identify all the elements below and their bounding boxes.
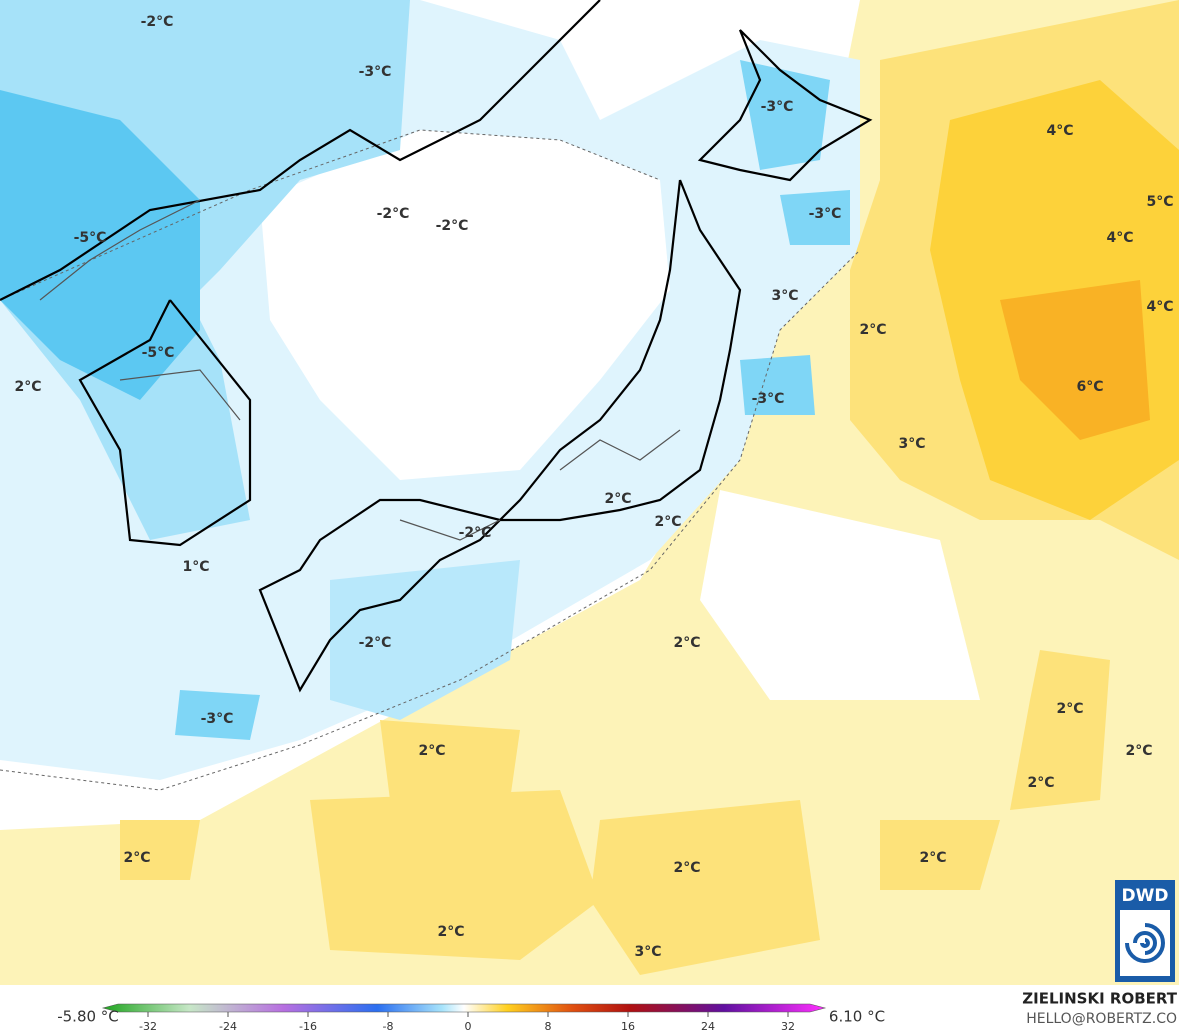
temp-label: 2°C [673,635,700,651]
cold-field [175,60,850,740]
temp-label: 6°C [1076,379,1103,395]
temp-label: 4°C [1046,123,1073,139]
colorbar-tick-label: -8 [383,1020,394,1033]
temp-label: 2°C [1027,775,1054,791]
contact: HELLO@ROBERTZ.CO [1026,1011,1177,1027]
colorbar-min: -5.80 °C [57,1008,119,1026]
temp-label: -3°C [201,711,234,727]
colorbar-tick-label: 24 [701,1020,715,1033]
warmest-field [1000,280,1150,440]
temp-label: -3°C [809,206,842,222]
temp-label: -3°C [752,391,785,407]
temp-label: 3°C [634,944,661,960]
colorbar-tick-label: -32 [139,1020,157,1033]
isotherm [0,129,861,791]
temp-label: -3°C [359,64,392,80]
neutral-field [260,130,670,480]
temp-label: 3°C [898,436,925,452]
temp-label: 2°C [919,850,946,866]
temp-label: 2°C [437,924,464,940]
temp-label: -2°C [459,525,492,541]
logo-text: DWD [1122,886,1169,906]
temp-label: 2°C [123,850,150,866]
colorbar-gradient [101,1003,827,1013]
logo: DWD [1115,880,1175,982]
colorbar-tick-label: -16 [299,1020,317,1033]
neutral-field [700,490,980,700]
cool-field [330,560,520,720]
temp-label: 1°C [182,559,209,575]
colorbar-max: 6.10 °C [829,1008,885,1026]
temp-label: 5°C [1146,194,1173,210]
temp-label: 4°C [1146,299,1173,315]
cold-field [0,90,200,400]
temp-label: 2°C [859,322,886,338]
colorbar-tick-label: 8 [545,1020,552,1033]
temp-label: 4°C [1106,230,1133,246]
temp-label: -2°C [359,635,392,651]
temp-label: -2°C [436,218,469,234]
temp-label: 2°C [654,514,681,530]
colorbar-tick-label: 0 [465,1020,472,1033]
author: ZIELINSKI ROBERT [1022,990,1177,1008]
temp-label: 2°C [673,860,700,876]
temp-label: -5°C [142,345,175,361]
coastline [0,0,873,693]
temp-label: -2°C [377,206,410,222]
temp-label: 2°C [14,379,41,395]
temp-label: -3°C [761,99,794,115]
colorbar-tick-label: 32 [781,1020,795,1033]
logo-swirl [1125,923,1165,963]
colorbar: -5.80 °C 6.10 °C -32 -24 -16 -8 0 8 16 24 32 [57,1003,885,1033]
temp-label: 2°C [1125,743,1152,759]
temp-label: 2°C [1056,701,1083,717]
colorbar-tick-label: -24 [219,1020,237,1033]
warm-field [120,650,1110,975]
colorbar-tick-label: 16 [621,1020,635,1033]
temp-label: -2°C [141,14,174,30]
temp-label: 2°C [604,491,631,507]
temp-label: 3°C [771,288,798,304]
border [39,199,681,541]
temp-label: 2°C [418,743,445,759]
temp-label: -5°C [74,230,107,246]
map: -2°C -3°C -3°C 4°C -2°C -2°C -3°C 5°C -5… [0,0,1179,985]
